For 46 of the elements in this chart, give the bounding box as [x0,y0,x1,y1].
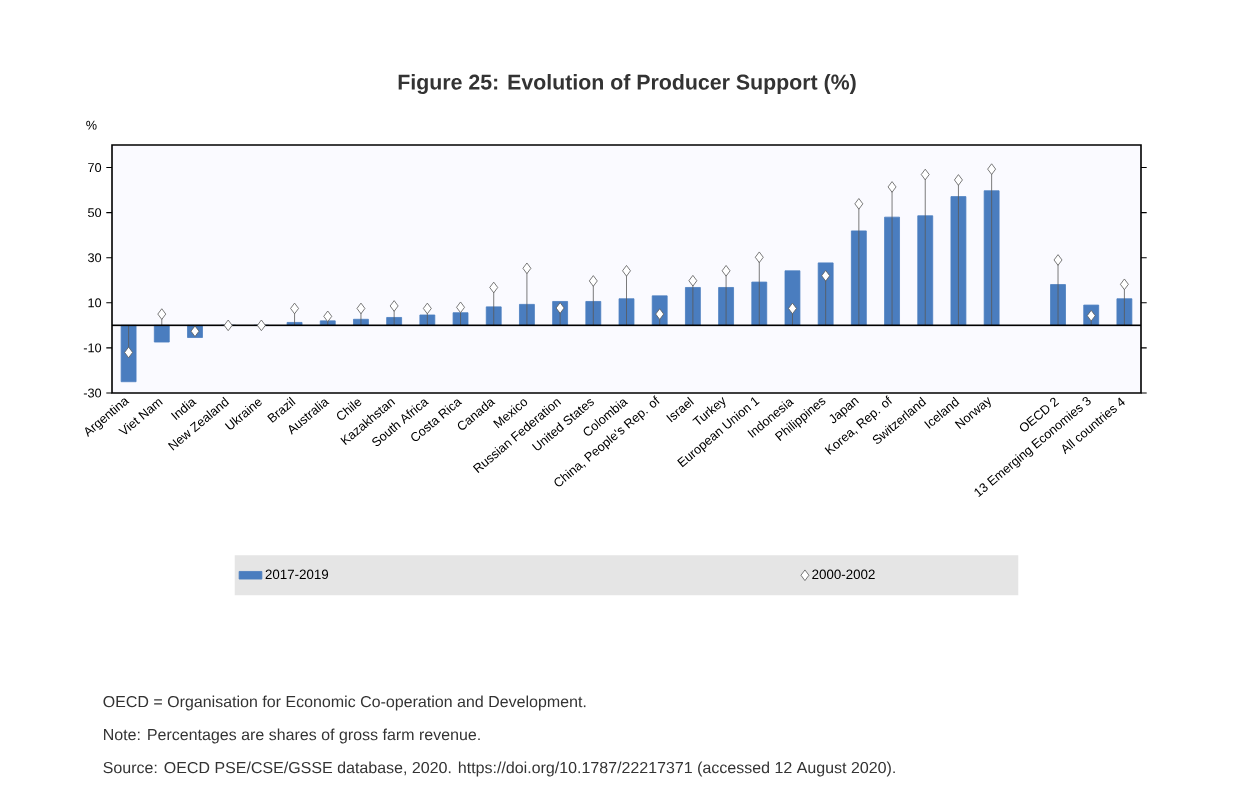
point [954,174,963,186]
bar [950,196,967,326]
y-tick-label: 10 [88,298,102,308]
point [522,262,532,275]
point [422,302,432,315]
point [854,198,864,210]
bar [452,312,469,326]
point [588,275,598,287]
point [987,163,997,175]
bar [618,298,635,326]
point [622,265,631,277]
y-tick-label: 30 [88,253,102,263]
y-tick-label: -10 [83,343,102,353]
bar [153,324,170,343]
point [157,308,167,320]
bar [784,270,801,326]
point [389,300,399,312]
chart-title: Figure 25: Evolution of Producer Support (%) [398,74,856,94]
bar [585,301,602,326]
y-tick-label: -30 [83,388,102,398]
text: OECD = Organisation for Economic Co-operation and Development. [103,695,586,711]
point [887,181,897,193]
y-axis-title: % [86,120,97,130]
bar [983,190,1000,326]
source-note: Source: OECD PSE/CSE/GSSE database, 2020. https://doi.org/10.1787/22217371 (accessed 12 August 2020). [103,761,895,777]
bar [1116,298,1133,326]
point [821,270,831,282]
point [721,265,731,277]
point [920,168,930,181]
point [223,319,233,332]
bar [419,314,436,326]
point [489,281,499,294]
point [754,251,764,263]
point [256,319,266,332]
point [688,274,698,287]
point [323,310,333,323]
legend-label: 2017-2019 [265,569,329,580]
point [356,302,366,315]
bar [751,281,768,326]
point [1053,254,1063,266]
bar [485,306,502,326]
y-tick-label: 50 [88,208,102,218]
bar [917,215,934,326]
text: Note: Percentages are shares of gross farm revenue. [104,728,480,744]
legend-label: 2000-2002 [812,569,875,580]
y-tick-label: 70 [88,163,102,173]
